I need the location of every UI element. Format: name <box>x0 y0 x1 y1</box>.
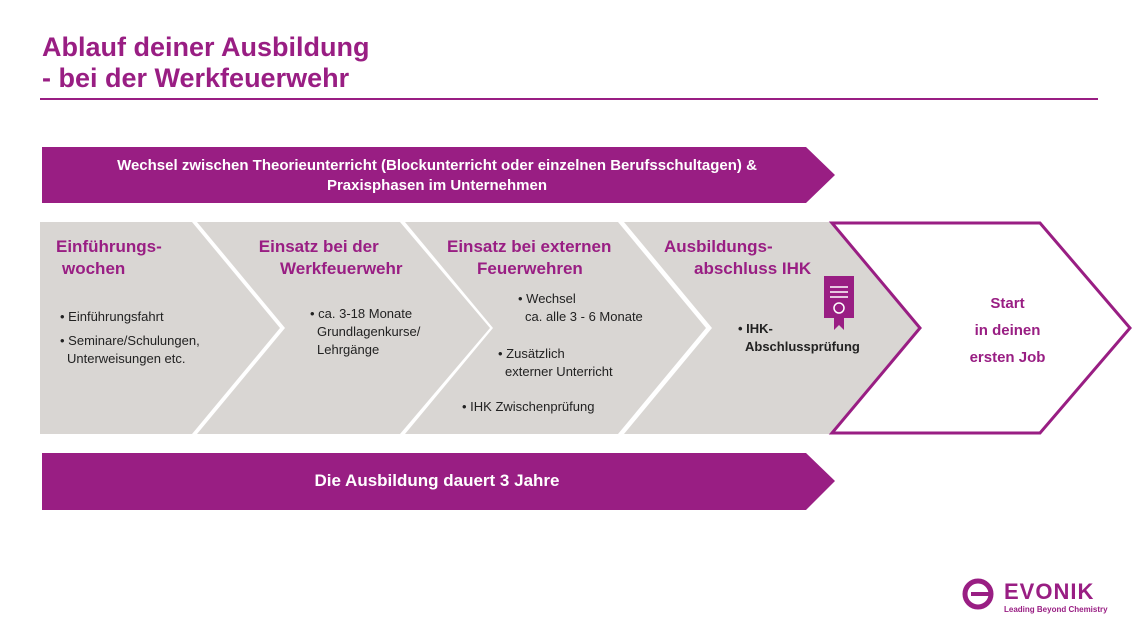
chevron-2 <box>197 222 490 434</box>
chevron-1 <box>40 222 280 434</box>
bottom-banner: Die Ausbildung dauert 3 Jahre <box>314 471 560 490</box>
step-3-items-a: • Wechsel ca. alle 3 - 6 Monate <box>518 291 643 324</box>
step-2-items: • ca. 3-18 Monate Grundlagenkurse/ Lehrg… <box>310 306 421 357</box>
step-2-heading: Einsatz bei der Werkfeuerwehr <box>258 237 403 278</box>
bottom-banner-arrow <box>42 453 835 510</box>
title-divider <box>40 98 1098 100</box>
certificate-icon <box>824 276 854 330</box>
chevron-4 <box>624 222 920 434</box>
step-4-heading: Ausbildungs-abschluss IHK <box>664 237 812 278</box>
step-4-items: • IHK- Abschlussprüfung <box>738 321 860 354</box>
chevron-3 <box>405 222 706 434</box>
step-3-heading: Einsatz bei externen Feuerwehren <box>447 237 612 278</box>
evonik-logo-mark <box>962 578 994 610</box>
chevron-5-outline <box>828 221 1132 435</box>
step-3-items-c: • IHK Zwischenprüfung <box>462 399 595 414</box>
step-1-items: • Einführungsfahrt • Seminare/Schulungen… <box>60 309 200 366</box>
top-banner-arrow <box>42 147 835 203</box>
step-3-items-b: • Zusätzlich externer Unterricht <box>498 346 613 379</box>
step-1-heading: Einführungs-wochen <box>56 237 162 278</box>
page-title: Ablauf deiner Ausbildung - bei der Werkf… <box>42 32 370 93</box>
top-banner: Wechsel zwischen Theorieunterricht (Bloc… <box>117 157 757 194</box>
step-5-text: Start in deinen ersten Job <box>969 295 1046 366</box>
